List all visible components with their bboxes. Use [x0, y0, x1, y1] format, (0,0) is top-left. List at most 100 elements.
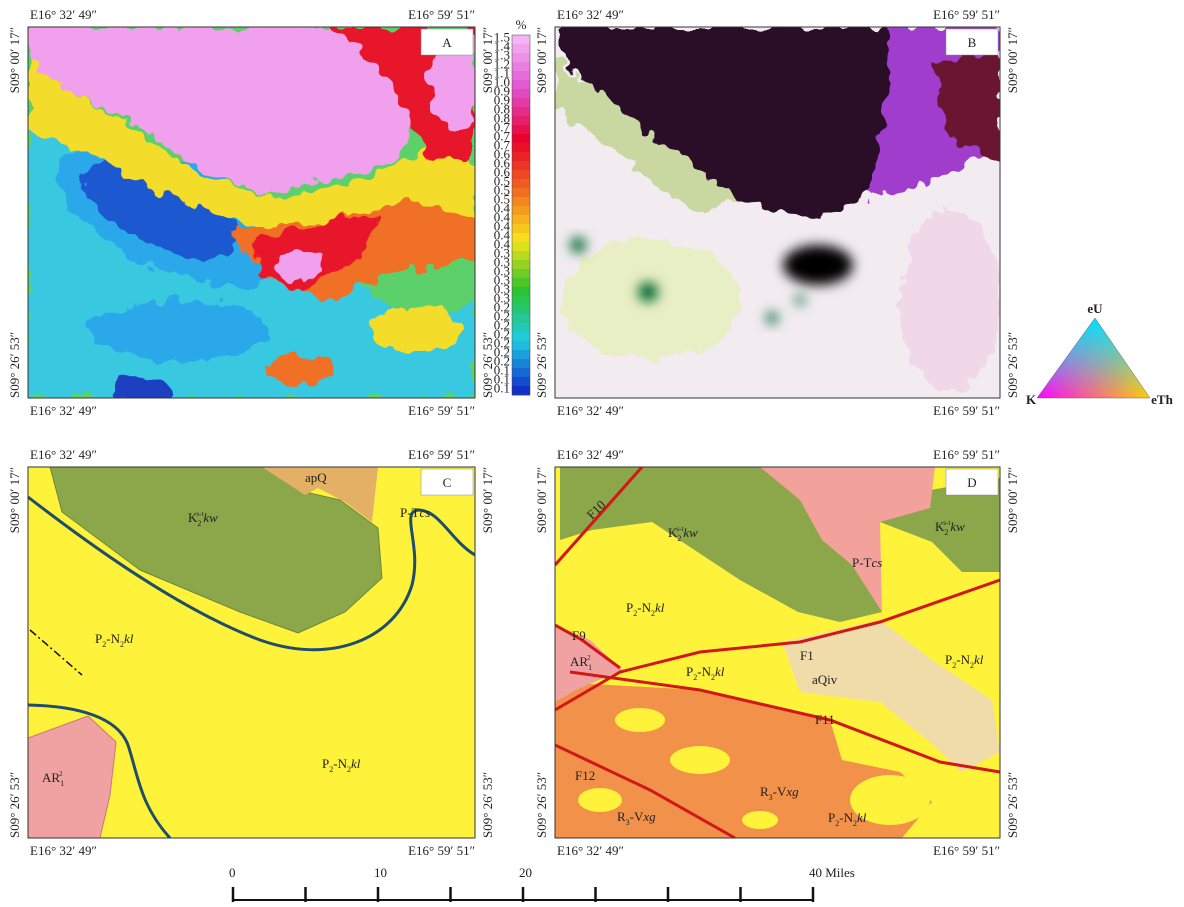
colorbar-swatch	[512, 116, 530, 125]
label-part: xg	[642, 809, 656, 824]
map-label: aQiv	[812, 672, 838, 687]
longitude-label: E16° 59′ 51″	[408, 7, 475, 22]
colorbar-swatch	[512, 251, 530, 260]
latitude-label: S09° 26′ 53″	[1005, 772, 1020, 838]
latitude-label: S09° 00′ 17″	[534, 27, 549, 93]
label-part: s-t	[196, 510, 203, 518]
colorbar-swatch	[512, 377, 530, 386]
label-part: -N	[106, 631, 120, 646]
panel-letter: C	[443, 475, 452, 490]
label-part: -V	[773, 784, 787, 799]
colorbar-swatch	[512, 98, 530, 107]
label-part: F9	[572, 628, 586, 643]
label-part: kw	[203, 510, 218, 525]
label-part: kl	[857, 810, 867, 825]
scale-label: 10	[374, 865, 387, 880]
longitude-label: E16° 32′ 49″	[557, 447, 624, 462]
label-part: P	[95, 631, 102, 646]
longitude-label: E16° 32′ 49″	[557, 7, 624, 22]
longitude-label: E16° 32′ 49″	[557, 843, 624, 858]
colorbar-swatch	[512, 188, 530, 197]
colorbar-unit: %	[516, 17, 527, 32]
ternary-label: K	[1026, 392, 1037, 407]
colorbar-swatch	[512, 242, 530, 251]
longitude-label: E16° 59′ 51″	[408, 843, 475, 858]
colorbar-swatch	[512, 215, 530, 224]
label-part: -N	[839, 810, 853, 825]
map-label: F1	[800, 648, 814, 663]
scale-label: 40 Miles	[809, 865, 855, 880]
label-part: kl	[351, 756, 361, 771]
colorbar-swatch	[512, 260, 530, 269]
label-part: P	[626, 600, 633, 615]
label-part: F12	[575, 768, 595, 783]
longitude-label: E16° 59′ 51″	[933, 843, 1000, 858]
latitude-label: S09° 26′ 53″	[480, 332, 495, 398]
latitude-label: S09° 26′ 53″	[7, 772, 22, 838]
latitude-label: S09° 00′ 17″	[7, 467, 22, 533]
label-part: F11	[815, 712, 835, 727]
colorbar-swatch	[512, 323, 530, 332]
panel-letter: A	[442, 35, 452, 50]
colorbar-swatch	[512, 44, 530, 53]
latitude-label: S09° 26′ 53″	[7, 332, 22, 398]
colorbar-swatch	[512, 296, 530, 305]
latitude-label: S09° 26′ 53″	[534, 332, 549, 398]
ternary-label: eU	[1087, 301, 1103, 316]
figure: E16° 32′ 49″ E16° 59′ 51″ E16° 32′ 49″ E16°…	[0, 0, 1184, 902]
label-part: P	[686, 664, 693, 679]
colorbar-swatch	[512, 368, 530, 377]
colorbar-swatch	[512, 62, 530, 71]
map-label: F11	[815, 712, 835, 727]
label-part: -N	[697, 664, 711, 679]
latitude-label: S09° 00′ 17″	[480, 27, 495, 93]
longitude-label: E16° 32′ 49″	[30, 7, 97, 22]
latitude-label: S09° 00′ 17″	[480, 467, 495, 533]
label-part: kl	[974, 652, 984, 667]
texture	[545, 20, 1010, 410]
colorbar-swatch	[512, 287, 530, 296]
label-part: -N	[637, 600, 651, 615]
panel-letter: D	[967, 475, 976, 490]
label-part: kw	[950, 519, 965, 534]
page: E16° 32′ 49″ E16° 59′ 51″ E16° 32′ 49″ E16°…	[0, 0, 1184, 902]
label-part: 2	[677, 534, 681, 543]
label-part: kl	[124, 631, 134, 646]
colorbar-swatch	[512, 71, 530, 80]
map-label: P-Tcs	[852, 555, 882, 570]
colorbar-swatch	[512, 359, 530, 368]
colorbar-swatch	[512, 107, 530, 116]
label-part: P	[322, 756, 329, 771]
label-part: cs	[872, 555, 883, 570]
label-part: xg	[785, 784, 799, 799]
colorbar-swatch	[512, 314, 530, 323]
label-part: R	[760, 784, 769, 799]
label-part: P-T	[400, 505, 420, 520]
scale-label: 20	[519, 865, 532, 880]
ternary-triangle	[1037, 318, 1150, 398]
label-part: 1	[60, 779, 64, 788]
label-part: aQiv	[812, 672, 838, 687]
longitude-label: E16° 32′ 49″	[30, 843, 97, 858]
label-part: 2	[197, 519, 201, 528]
panel-letter: B	[968, 35, 977, 50]
colorbar-swatch	[512, 143, 530, 152]
colorbar-swatch	[512, 89, 530, 98]
label-part: P	[945, 652, 952, 667]
colorbar-swatch	[512, 179, 530, 188]
label-part: F1	[800, 648, 814, 663]
label-part: 2	[944, 528, 948, 537]
colorbar-swatch	[512, 80, 530, 89]
longitude-label: E16° 59′ 51″	[408, 403, 475, 418]
label-part: s-t	[943, 519, 950, 527]
colorbar-swatch	[512, 53, 530, 62]
colorbar-swatch	[512, 305, 530, 314]
label-part: AR	[42, 770, 60, 785]
colorbar-swatch	[512, 197, 530, 206]
colorbar-swatch	[512, 233, 530, 242]
label-part: 2	[587, 654, 591, 662]
colorbar-swatch	[512, 125, 530, 134]
colorbar-tick-label: 0.1	[494, 381, 510, 396]
longitude-label: E16° 32′ 49″	[30, 403, 97, 418]
label-part: kw	[683, 525, 698, 540]
